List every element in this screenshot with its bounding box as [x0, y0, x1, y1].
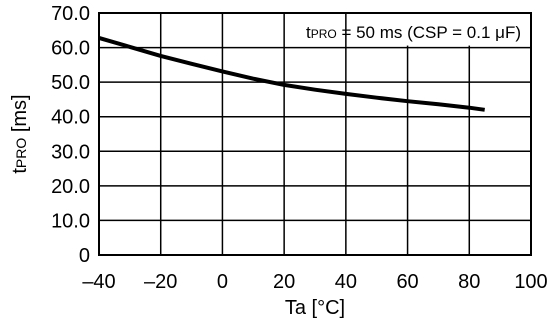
x-tick-label: 20 [273, 271, 295, 293]
y-tick-label: 70.0 [51, 3, 90, 25]
y-tick-label: 0 [79, 245, 90, 267]
annotation-main: t [306, 23, 311, 42]
y-axis-title-subscript: PRO [13, 138, 29, 168]
annotation-rest: = 50 ms (CSP = 0.1 μF) [337, 23, 521, 42]
x-tick-label: 60 [396, 271, 418, 293]
y-tick-labels: 0 10.0 20.0 30.0 40.0 50.0 60.0 70.0 [51, 3, 90, 267]
y-axis-title: tPRO [ms] [9, 94, 31, 173]
annotation-box: tPRO = 50 ms (CSP = 0.1 μF) [306, 14, 530, 46]
y-tick-label: 50.0 [51, 72, 90, 94]
x-tick-label: 0 [217, 271, 228, 293]
y-tick-label: 20.0 [51, 176, 90, 198]
x-tick-label: 80 [458, 271, 480, 293]
y-tick-label: 60.0 [51, 38, 90, 60]
y-tick-label: 40.0 [51, 107, 90, 129]
x-tick-labels: –40 –20 0 20 40 60 80 100 [82, 271, 547, 293]
x-axis-title: Ta [°C] [285, 297, 345, 319]
annotation-label: tPRO = 50 ms (CSP = 0.1 μF) [306, 23, 521, 42]
plot-frame [98, 12, 532, 256]
y-axis-title-main: t [9, 168, 31, 174]
y-axis-title-unit: [ms] [9, 94, 31, 137]
annotation-subscript: PRO [311, 27, 337, 41]
x-tick-label: –20 [144, 271, 177, 293]
grid-lines [99, 13, 531, 255]
x-tick-label: 100 [514, 271, 547, 293]
x-tick-label: –40 [82, 271, 115, 293]
x-tick-label: 40 [335, 271, 357, 293]
data-series [98, 35, 485, 112]
y-tick-label: 10.0 [51, 210, 90, 232]
y-tick-label: 30.0 [51, 141, 90, 163]
annotation-background [351, 14, 530, 46]
data-line [98, 35, 485, 112]
